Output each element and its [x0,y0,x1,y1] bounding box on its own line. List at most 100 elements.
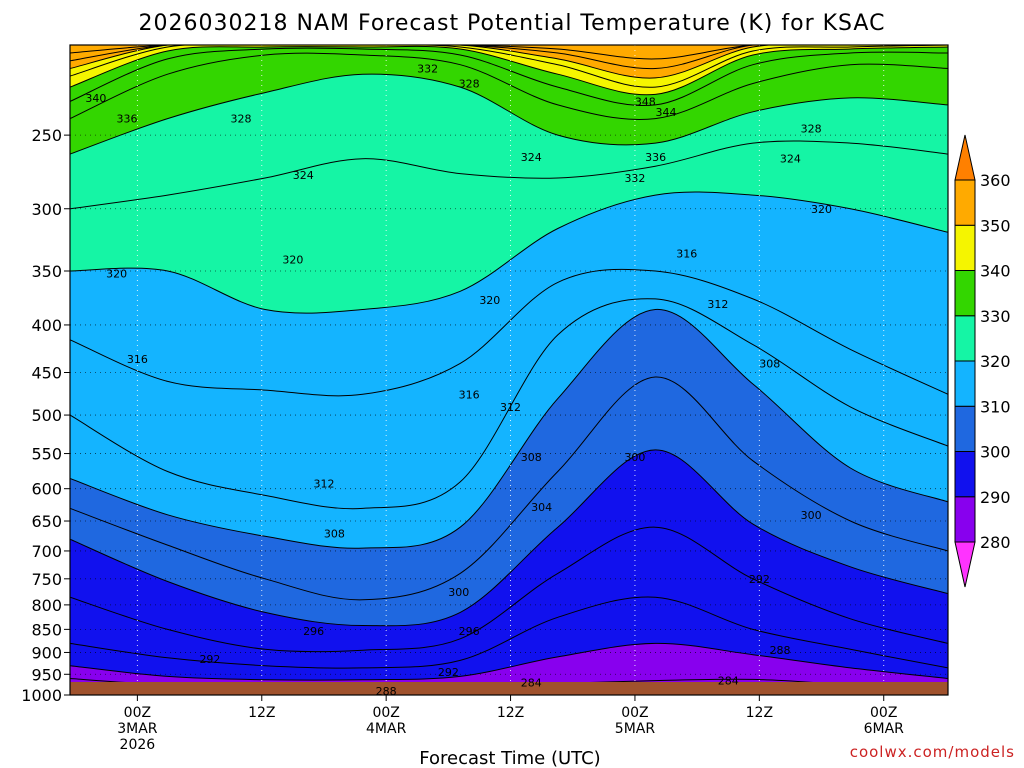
y-tick-label: 900 [31,643,62,662]
contour-label: 300 [448,586,469,599]
x-tick-label: 00Z [621,705,648,721]
isentrope-308 [70,308,948,549]
isentrope-292 [70,596,948,669]
y-tick-label: 750 [31,570,62,589]
colorbar-tick-label: 360 [980,171,1011,190]
contour-label: 320 [811,203,832,216]
contour-label: 316 [127,353,148,366]
contour-label: 328 [459,77,480,90]
x-tick-label: 00Z [124,705,151,721]
contour-label: 336 [117,113,138,126]
isentrope-312 [70,298,948,510]
y-tick-label: 250 [31,126,62,145]
colorbar-tick-label: 350 [980,216,1011,235]
contour-label: 320 [106,267,127,280]
contour-label: 308 [324,527,345,540]
isentrope-352 [70,45,948,70]
isentrope-328 [70,73,948,155]
contour-label: 300 [624,451,645,464]
colorbar-tick-label: 280 [980,533,1011,552]
isentrope-296 [70,526,948,653]
y-tick-label: 850 [31,620,62,639]
y-tick-label: 400 [31,316,62,335]
x-tick-label: 5MAR [615,721,656,737]
colorbar-segment-high [954,134,976,181]
isentrope-332 [70,52,948,120]
contour-label: 304 [531,501,552,514]
credit-text: coolwx.com/models [850,743,1015,761]
colorbar-tick-label: 310 [980,397,1011,416]
colorbar-tick-label: 330 [980,307,1011,326]
colorbar: 280 290 300 310 320 330 340 350 360 [954,134,1011,588]
band-fill-348 [70,45,948,79]
x-tick-label: 4MAR [366,721,407,737]
colorbar-segment-low [954,541,976,588]
isentrope-356 [70,45,948,60]
contour-label: 308 [759,357,780,370]
x-tick-label: 12Z [497,705,524,721]
colorbar-tick-label: 340 [980,262,1011,281]
x-tick-label: 12Z [248,705,275,721]
isentrope-324 [70,140,948,210]
y-tick-label: 700 [31,542,62,561]
y-tick-label: 350 [31,262,62,281]
y-tick-label: 1000 [21,686,62,705]
isentrope-304 [70,376,948,601]
contour-label: 328 [801,123,822,136]
x-tick-label: 6MAR [864,721,905,737]
isentrope-340 [70,45,948,96]
y-tick-label: 550 [31,445,62,464]
colorbar-segment [954,405,976,452]
isentrope-344 [70,45,948,88]
y-tick-label: 500 [31,406,62,425]
contour-label: 332 [624,172,645,185]
contour-label: 324 [293,169,314,182]
grid-lines [70,45,948,695]
plot-border [69,44,949,696]
x-tick-label: 2026 [120,737,156,753]
isentrope-fills [70,45,948,695]
y-tick-label: 800 [31,596,62,615]
ground-strip [70,682,948,695]
colorbar-segment [954,451,976,498]
contour-label: 332 [417,63,438,76]
x-tick-label: 12Z [746,705,773,721]
x-tick-label: 00Z [372,705,399,721]
contour-label: 344 [656,106,677,119]
contour-label: 308 [521,451,542,464]
contour-label: 312 [313,477,334,490]
colorbar-tick-label: 290 [980,488,1011,507]
colorbar-segment [954,179,976,226]
contour-label: 324 [521,151,542,164]
contour-label: 312 [500,401,521,414]
contour-label: 288 [376,685,397,698]
contour-label: 284 [521,677,542,690]
y-tick-label: 650 [31,512,62,531]
contour-label: 328 [231,113,252,126]
isentrope-320 [70,191,948,314]
contour-label: 292 [438,666,459,679]
contour-label: 324 [780,153,801,166]
contour-label: 296 [303,625,324,638]
isentrope-336 [70,47,948,107]
x-tick-label: 3MAR [117,721,158,737]
y-tick-label: 450 [31,364,62,383]
chart-title: 2026030218 NAM Forecast Potential Temper… [139,11,886,36]
contour-label: 296 [459,625,480,638]
contour-label: 312 [707,298,728,311]
x-axis-label: Forecast Time (UTC) [419,748,600,768]
isentrope-348 [70,45,948,79]
y-tick-label: 950 [31,665,62,684]
contour-label: 292 [199,653,220,666]
colorbar-segment [954,496,976,543]
contour-label: 340 [85,92,106,105]
isentrope-316 [70,268,948,397]
colorbar-segment [954,270,976,317]
contour-label: 316 [459,388,480,401]
contour-label: 300 [801,509,822,522]
isentrope-300 [70,449,948,627]
y-tick-label: 600 [31,480,62,499]
